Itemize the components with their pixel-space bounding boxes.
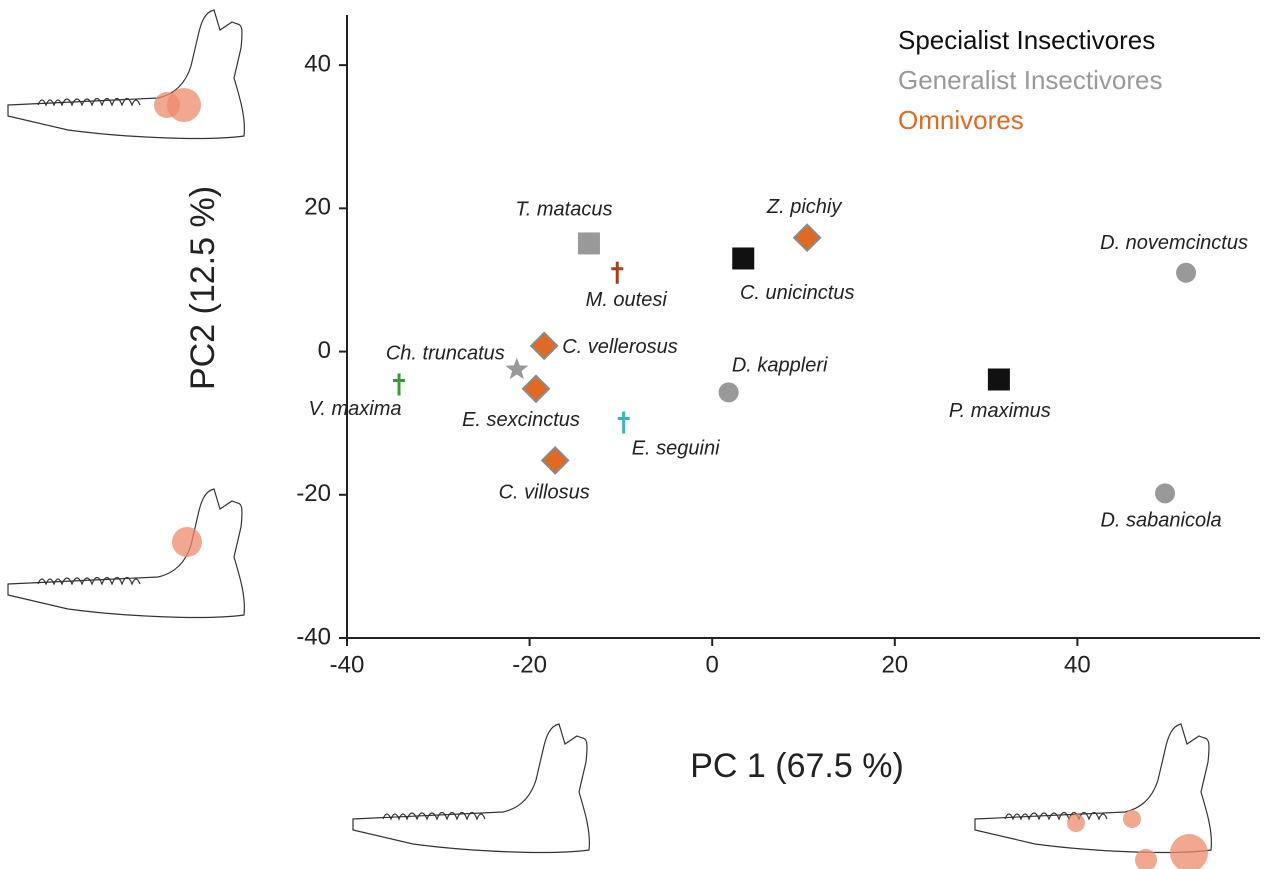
y-tick-label: -20	[296, 480, 331, 507]
point-label: V. maxima	[309, 398, 402, 420]
point-label: E. sexcinctus	[462, 409, 580, 431]
jaw-illustration	[8, 10, 244, 138]
point	[732, 247, 754, 269]
jaw-illustration	[8, 489, 244, 617]
data-point: P. maximus	[949, 368, 1051, 421]
data-point: E. sexcinctus	[462, 376, 580, 431]
x-axis-label: PC 1 (67.5 %)	[690, 747, 904, 785]
data-point: D. novemcinctus	[1100, 232, 1248, 283]
point-label: M. outesi	[586, 289, 668, 311]
point	[1155, 483, 1175, 503]
point	[531, 333, 557, 359]
point	[611, 262, 623, 284]
y-tick-label: 0	[318, 337, 331, 364]
point	[542, 447, 568, 473]
y-tick-label: 20	[304, 194, 331, 221]
point-label: D. novemcinctus	[1100, 232, 1248, 254]
data-point: C. vellerosus	[531, 333, 678, 359]
x-tick-label: 0	[706, 651, 719, 678]
data-point: E. seguini	[618, 411, 720, 459]
data-point: Ch. truncatus	[386, 343, 528, 379]
point	[523, 376, 549, 402]
point	[618, 411, 630, 433]
point	[719, 382, 739, 402]
x-tick-label: -20	[512, 651, 547, 678]
y-tick-label: -40	[296, 623, 331, 650]
point-label: Ch. truncatus	[386, 343, 505, 365]
x-tick-label: 20	[881, 651, 908, 678]
x-tick-label: 40	[1064, 651, 1091, 678]
data-point: D. sabanicola	[1100, 483, 1221, 531]
point	[794, 225, 820, 251]
point-label: C. vellerosus	[562, 336, 678, 358]
point-label: E. seguini	[632, 438, 720, 460]
point-label: C. unicinctus	[740, 282, 855, 304]
x-tick-label: -40	[330, 651, 365, 678]
point-label: C. villosus	[499, 482, 590, 504]
data-point: V. maxima	[309, 374, 405, 420]
data-point: C. unicinctus	[732, 247, 854, 303]
point-label: T. matacus	[515, 199, 612, 221]
data-point: T. matacus	[515, 199, 612, 255]
point	[1176, 263, 1196, 283]
legend-entry: Generalist Insectivores	[898, 65, 1162, 95]
jaw-illustration	[975, 724, 1211, 869]
legend-entry: Omnivores	[898, 105, 1024, 135]
point	[578, 232, 600, 254]
data-point: D. kappleri	[719, 355, 828, 403]
jaw-illustration	[353, 724, 589, 852]
chart: PC 1 (67.5 %) PC2 (12.5 %) -40 -20 0 20 40 -4…	[0, 0, 1275, 869]
point-label: P. maximus	[949, 400, 1051, 422]
data-point: M. outesi	[586, 262, 668, 311]
legend-entry: Specialist Insectivores	[898, 25, 1155, 55]
data-point: Z. pichiy	[766, 196, 842, 251]
data-point: C. villosus	[499, 447, 590, 503]
point	[505, 357, 528, 379]
point	[393, 374, 405, 396]
point-label: D. kappleri	[732, 355, 828, 377]
y-axis-label: PC2 (12.5 %)	[184, 186, 222, 390]
y-tick-label: 40	[304, 50, 331, 77]
point-label: Z. pichiy	[766, 196, 842, 218]
point-label: D. sabanicola	[1100, 510, 1221, 532]
point	[988, 368, 1010, 390]
